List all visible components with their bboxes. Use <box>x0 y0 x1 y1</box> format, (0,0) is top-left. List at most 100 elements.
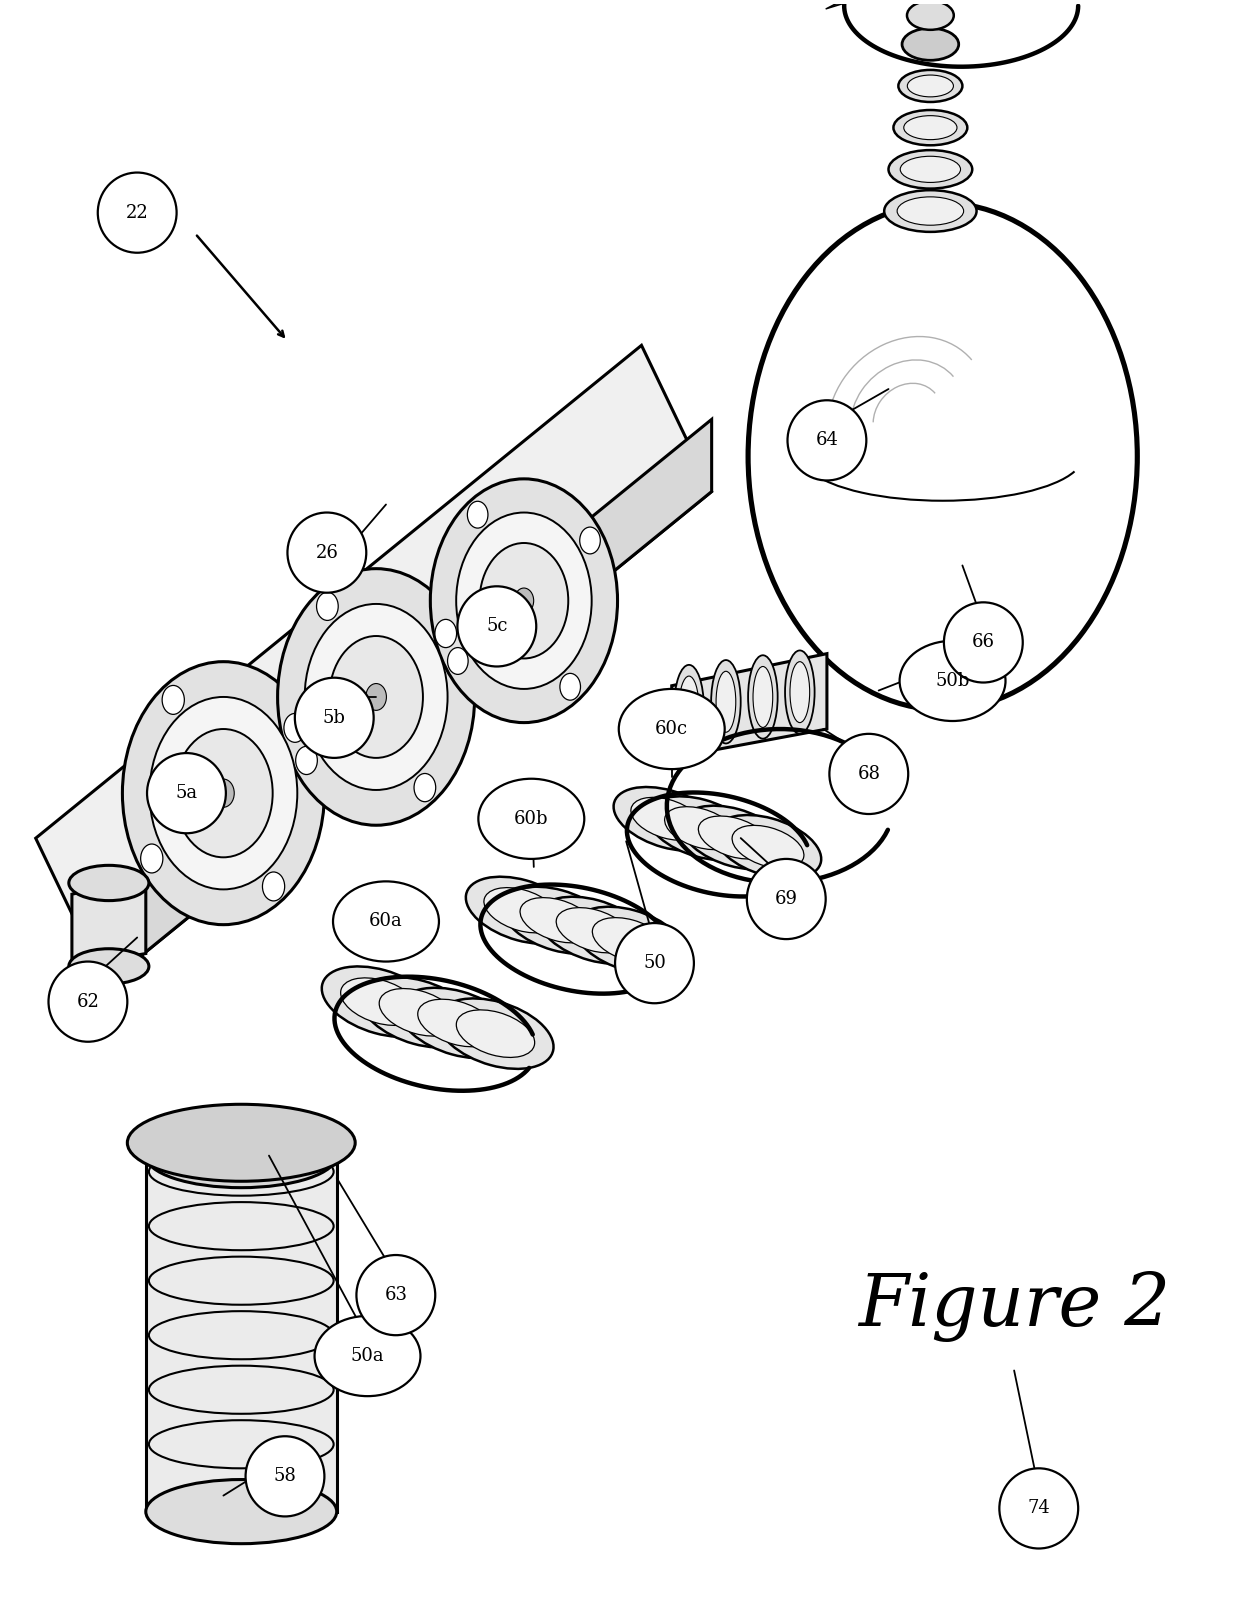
Ellipse shape <box>246 1436 325 1517</box>
Circle shape <box>435 619 456 648</box>
Ellipse shape <box>356 1256 435 1335</box>
Ellipse shape <box>884 190 977 232</box>
Ellipse shape <box>128 1104 355 1182</box>
Ellipse shape <box>908 76 954 97</box>
Ellipse shape <box>321 967 438 1037</box>
Ellipse shape <box>341 978 419 1025</box>
Ellipse shape <box>904 116 957 140</box>
Ellipse shape <box>898 69 962 102</box>
Text: 74: 74 <box>1028 1499 1050 1517</box>
Circle shape <box>366 683 387 711</box>
Circle shape <box>162 685 185 714</box>
Ellipse shape <box>458 587 536 666</box>
Ellipse shape <box>894 110 967 145</box>
Circle shape <box>456 513 591 688</box>
Ellipse shape <box>830 733 908 814</box>
Ellipse shape <box>715 671 735 732</box>
Ellipse shape <box>295 677 373 758</box>
Text: 60b: 60b <box>515 809 548 829</box>
Ellipse shape <box>785 651 815 733</box>
Circle shape <box>140 845 162 874</box>
Text: 64: 64 <box>816 432 838 450</box>
Ellipse shape <box>146 1480 337 1544</box>
Text: 58: 58 <box>274 1467 296 1485</box>
Circle shape <box>480 543 568 658</box>
Circle shape <box>284 714 306 743</box>
Ellipse shape <box>456 1009 534 1057</box>
Ellipse shape <box>399 988 515 1057</box>
Polygon shape <box>36 345 712 985</box>
Circle shape <box>123 661 325 925</box>
Ellipse shape <box>753 666 773 727</box>
Ellipse shape <box>574 906 686 974</box>
Circle shape <box>515 588 533 614</box>
Circle shape <box>150 696 298 890</box>
Text: 63: 63 <box>384 1286 407 1304</box>
Circle shape <box>748 203 1137 709</box>
Circle shape <box>212 779 234 808</box>
Ellipse shape <box>479 779 584 859</box>
Ellipse shape <box>69 866 149 901</box>
Circle shape <box>263 872 285 901</box>
Text: 60a: 60a <box>370 912 403 930</box>
Ellipse shape <box>899 642 1006 721</box>
Circle shape <box>305 604 448 790</box>
Ellipse shape <box>520 898 595 943</box>
Text: 5c: 5c <box>486 617 507 635</box>
Ellipse shape <box>69 949 149 983</box>
Ellipse shape <box>681 806 787 869</box>
Ellipse shape <box>334 882 439 961</box>
Ellipse shape <box>619 688 724 769</box>
Ellipse shape <box>538 896 650 964</box>
Ellipse shape <box>631 798 703 840</box>
Circle shape <box>295 746 317 774</box>
Ellipse shape <box>746 859 826 940</box>
Circle shape <box>330 637 423 758</box>
Ellipse shape <box>379 988 458 1037</box>
Ellipse shape <box>748 654 777 738</box>
Ellipse shape <box>615 924 694 1003</box>
Polygon shape <box>105 419 712 985</box>
Polygon shape <box>72 879 146 966</box>
Polygon shape <box>672 653 827 758</box>
Ellipse shape <box>418 999 496 1046</box>
Text: 66: 66 <box>972 634 994 651</box>
Text: 26: 26 <box>315 543 339 561</box>
Text: 62: 62 <box>77 993 99 1011</box>
Ellipse shape <box>900 156 961 182</box>
Circle shape <box>278 569 475 825</box>
Ellipse shape <box>889 150 972 189</box>
Ellipse shape <box>146 1124 337 1188</box>
Ellipse shape <box>665 806 737 850</box>
Ellipse shape <box>906 2 954 31</box>
Text: 50a: 50a <box>351 1348 384 1365</box>
Ellipse shape <box>593 917 667 962</box>
Polygon shape <box>146 1156 337 1512</box>
Circle shape <box>448 648 469 674</box>
Ellipse shape <box>944 603 1023 682</box>
Text: 5b: 5b <box>322 709 346 727</box>
Ellipse shape <box>614 787 720 851</box>
Ellipse shape <box>288 513 366 593</box>
Ellipse shape <box>675 664 704 748</box>
Circle shape <box>467 501 489 529</box>
Ellipse shape <box>361 977 476 1048</box>
Ellipse shape <box>148 753 226 833</box>
Ellipse shape <box>484 888 559 933</box>
Text: 68: 68 <box>857 766 880 783</box>
Ellipse shape <box>438 998 553 1069</box>
Ellipse shape <box>787 400 867 480</box>
Circle shape <box>174 729 273 858</box>
Ellipse shape <box>712 659 740 743</box>
Polygon shape <box>826 0 869 10</box>
Circle shape <box>560 674 580 700</box>
Text: Figure 2: Figure 2 <box>858 1270 1171 1341</box>
Ellipse shape <box>901 29 959 60</box>
Ellipse shape <box>714 816 821 879</box>
Text: 60c: 60c <box>655 721 688 738</box>
Ellipse shape <box>48 961 128 1041</box>
Ellipse shape <box>502 887 614 954</box>
Text: 69: 69 <box>775 890 797 908</box>
Circle shape <box>414 774 435 801</box>
Ellipse shape <box>790 661 810 722</box>
